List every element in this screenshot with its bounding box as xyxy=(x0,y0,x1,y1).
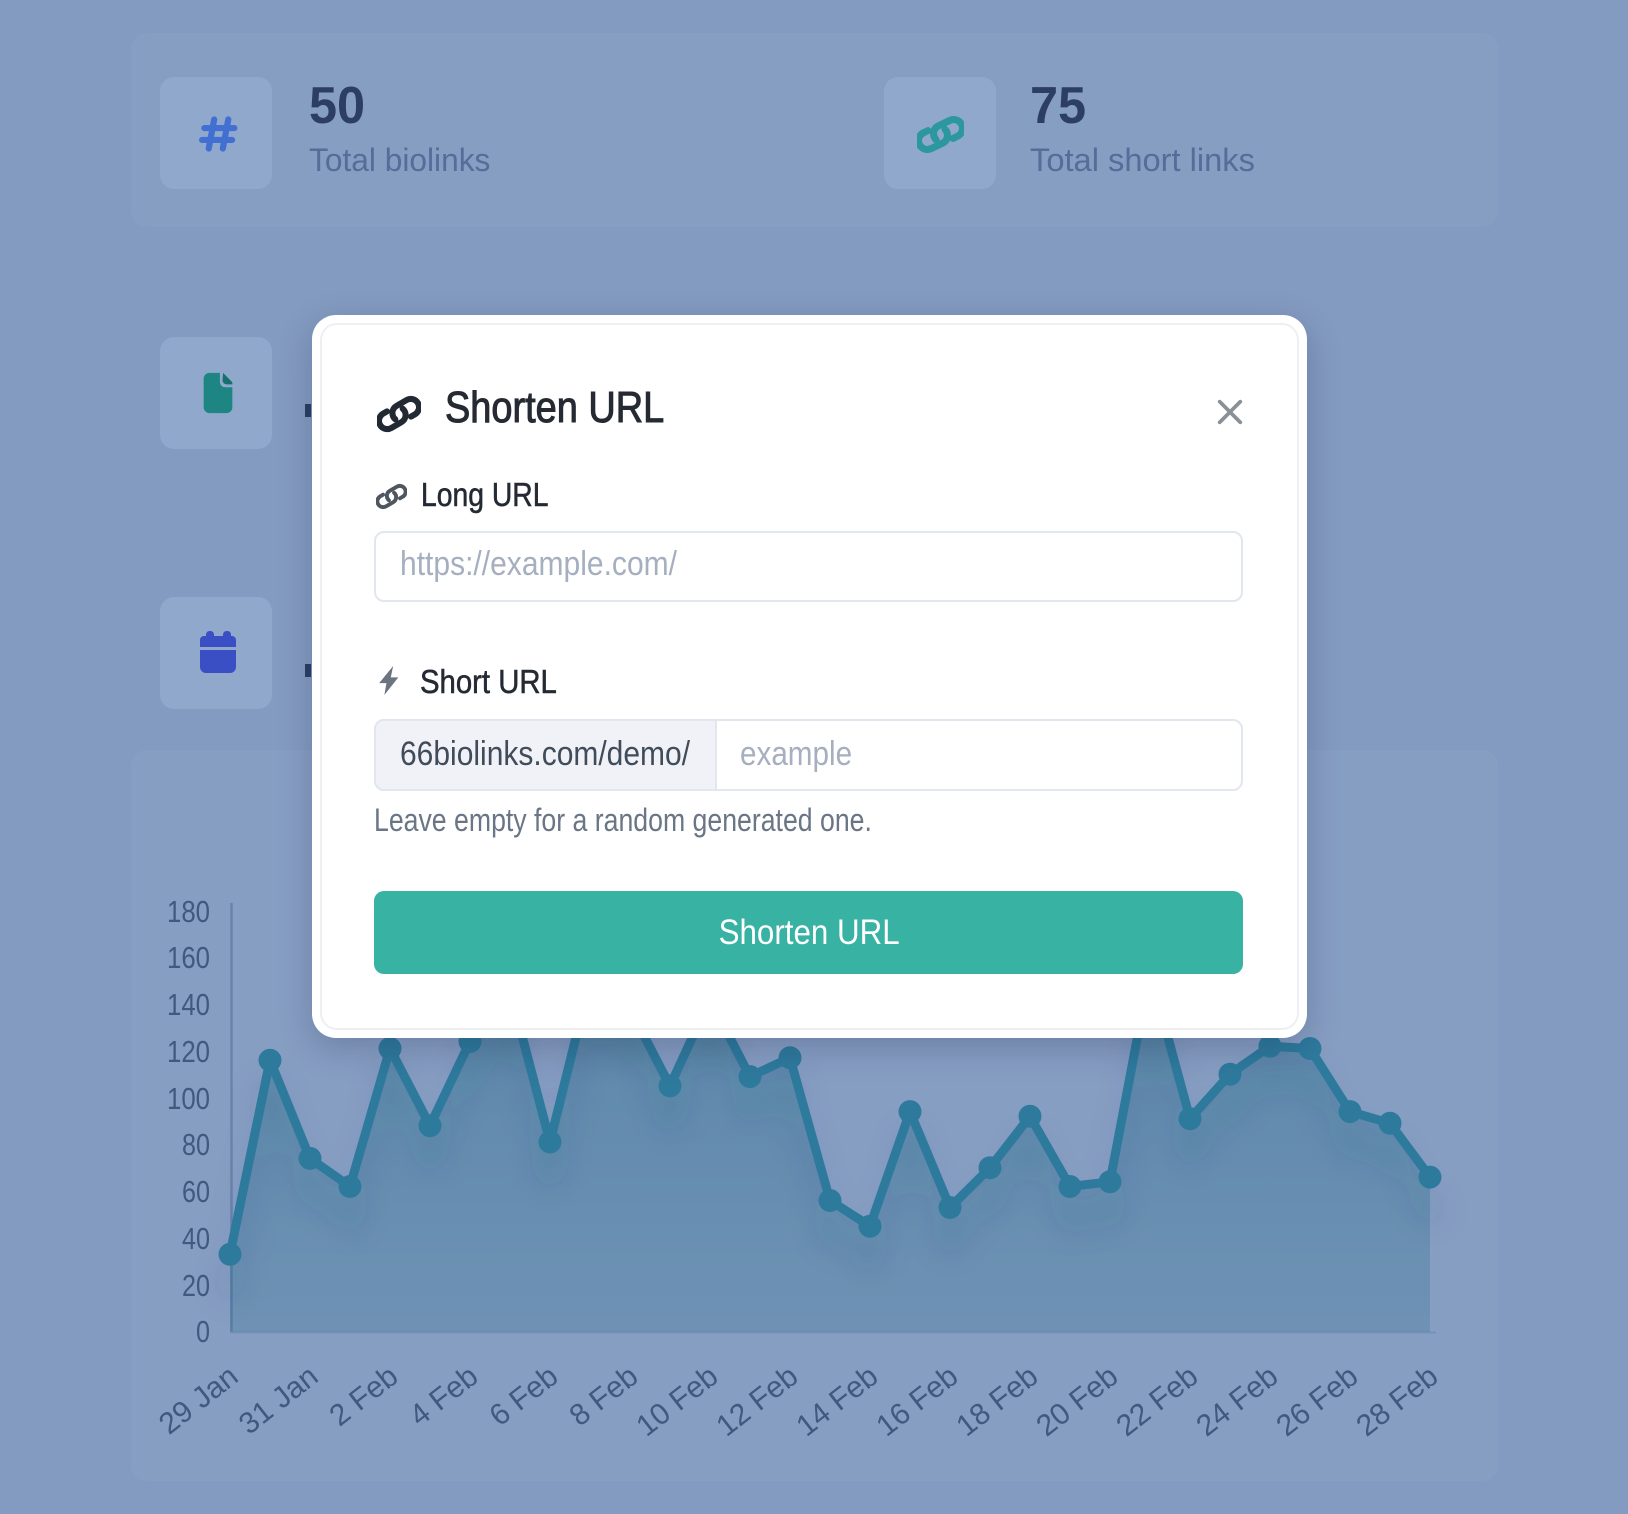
svg-text:0: 0 xyxy=(196,1314,210,1349)
svg-text:80: 80 xyxy=(182,1127,210,1162)
svg-text:100: 100 xyxy=(167,1081,210,1116)
svg-text:160: 160 xyxy=(167,940,210,975)
svg-text:20 Feb: 20 Feb xyxy=(1030,1360,1124,1444)
svg-text:40: 40 xyxy=(182,1221,210,1256)
svg-text:29 Jan: 29 Jan xyxy=(153,1360,244,1441)
svg-text:24 Feb: 24 Feb xyxy=(1190,1360,1284,1444)
svg-text:14 Feb: 14 Feb xyxy=(790,1360,884,1444)
svg-text:26 Feb: 26 Feb xyxy=(1270,1360,1364,1444)
svg-text:2 Feb: 2 Feb xyxy=(324,1360,405,1433)
svg-text:140: 140 xyxy=(167,987,210,1022)
svg-text:22 Feb: 22 Feb xyxy=(1110,1360,1204,1444)
svg-text:120: 120 xyxy=(167,1034,210,1069)
svg-text:20: 20 xyxy=(182,1268,210,1303)
svg-text:18 Feb: 18 Feb xyxy=(950,1360,1044,1444)
svg-text:12 Feb: 12 Feb xyxy=(710,1360,804,1444)
svg-text:16 Feb: 16 Feb xyxy=(870,1360,964,1444)
svg-text:31 Jan: 31 Jan xyxy=(233,1360,324,1441)
svg-text:10 Feb: 10 Feb xyxy=(630,1360,724,1444)
svg-text:4 Feb: 4 Feb xyxy=(404,1360,485,1433)
svg-text:8 Feb: 8 Feb xyxy=(564,1360,645,1433)
svg-text:60: 60 xyxy=(182,1174,210,1209)
svg-text:28 Feb: 28 Feb xyxy=(1350,1360,1444,1444)
svg-text:6 Feb: 6 Feb xyxy=(484,1360,565,1433)
svg-text:180: 180 xyxy=(167,894,210,929)
